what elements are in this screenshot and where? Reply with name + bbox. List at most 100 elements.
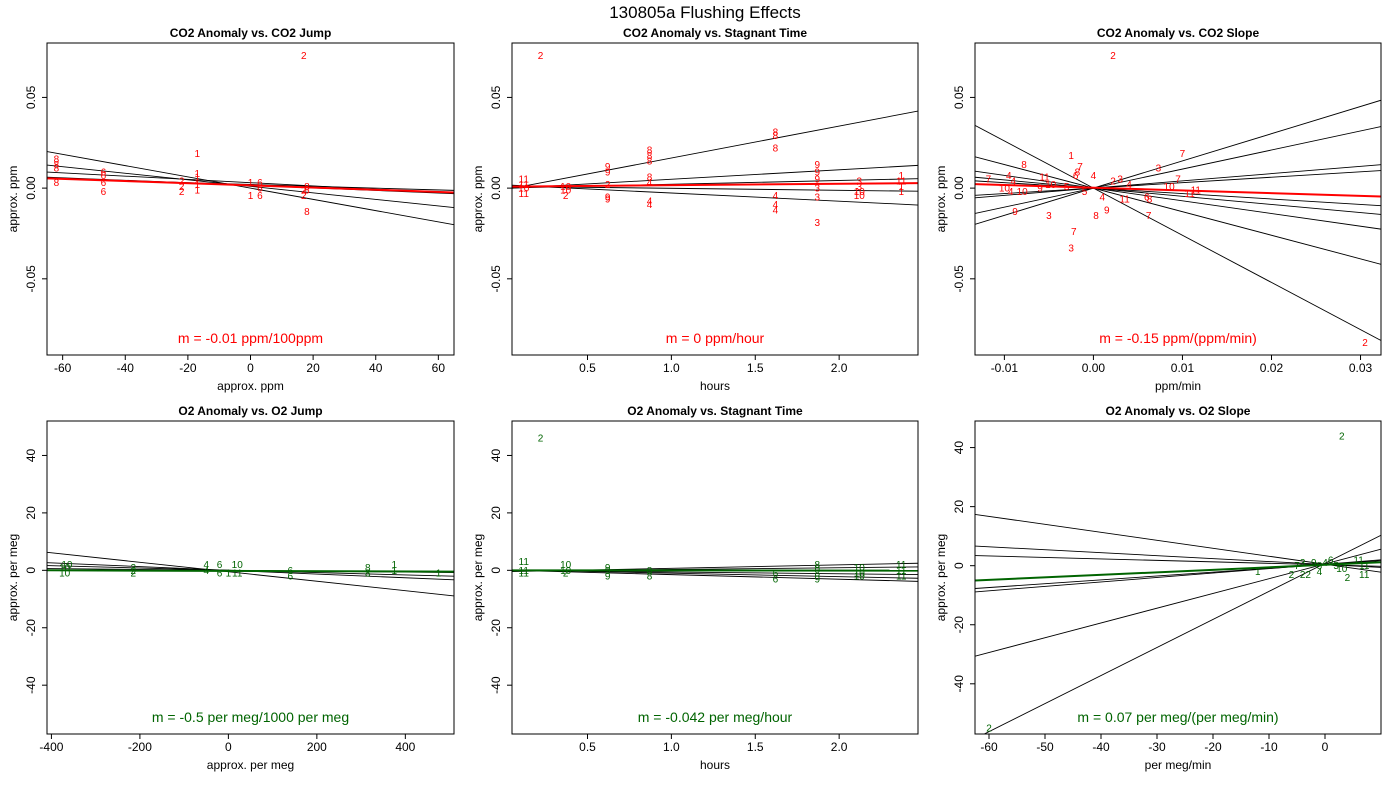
- y-tick-label: 0: [489, 567, 503, 574]
- y-tick-label: -0.05: [489, 265, 503, 293]
- plot-frame: [974, 42, 1382, 356]
- data-point-label: 2: [179, 187, 185, 198]
- fit-line: [975, 99, 1381, 225]
- fit-line: [975, 548, 1381, 657]
- data-point-label: 10: [854, 187, 866, 198]
- fit-line: [975, 126, 1381, 214]
- x-axis-label: ppm/min: [1155, 379, 1201, 393]
- x-axis-label: approx. ppm: [217, 379, 284, 393]
- data-point-label: 3: [1117, 175, 1123, 186]
- data-point-label: 7: [1071, 227, 1077, 238]
- data-point-label: 10: [518, 184, 530, 195]
- data-point-label: 8: [54, 178, 60, 189]
- data-point-label: 9: [1037, 184, 1043, 195]
- x-tick-label: 2.0: [831, 361, 848, 375]
- data-point-label: 7: [1146, 211, 1152, 222]
- data-point-label: 9: [605, 195, 611, 206]
- data-point-label: 1: [194, 185, 200, 196]
- main-fit-line: [975, 561, 1381, 582]
- x-axis-label: hours: [700, 758, 730, 772]
- slope-annotation: m = -0.042 per meg/hour: [638, 709, 793, 725]
- data-point-label: 6: [773, 574, 779, 585]
- data-point-label: 2: [1110, 176, 1116, 187]
- data-point-label: 8: [1147, 195, 1153, 206]
- x-tick-label: 0.00: [1082, 361, 1106, 375]
- data-point-label: 2: [563, 569, 569, 580]
- data-point-label: 11: [896, 560, 907, 571]
- data-point-label: 4: [203, 566, 209, 577]
- data-point-label: 3: [815, 184, 821, 195]
- data-point-label: 8: [304, 207, 310, 218]
- data-point-label: 6: [217, 569, 223, 580]
- data-point-label: 11: [519, 180, 530, 191]
- data-point-label: 6: [101, 171, 107, 182]
- x-tick-label: 0.01: [1171, 361, 1195, 375]
- data-point-label: 11: [1191, 185, 1202, 196]
- data-point-label: 8: [304, 185, 310, 196]
- data-point-label: 9: [815, 175, 821, 186]
- y-tick-label: 40: [24, 448, 38, 462]
- data-point-label: 8: [647, 151, 653, 162]
- data-point-label: 8: [54, 155, 60, 166]
- data-point-label: 10: [560, 566, 572, 577]
- data-point-label: 10: [854, 569, 866, 580]
- data-point-label: 2: [130, 563, 136, 574]
- data-point-label: 11: [1184, 189, 1195, 200]
- y-tick-label: -20: [24, 619, 38, 637]
- data-point-label: 4: [1322, 558, 1328, 569]
- data-point-label: 10: [854, 563, 866, 574]
- data-point-label: 5: [1333, 561, 1339, 572]
- data-point-label: 4: [1091, 171, 1097, 182]
- y-tick-label: 20: [489, 506, 503, 520]
- data-point-label: 10: [232, 560, 244, 571]
- data-point-label: 4: [647, 178, 653, 189]
- slope-annotation: m = -0.5 per meg/1000 per meg: [152, 709, 349, 725]
- data-point-label: 8: [647, 173, 653, 184]
- y-tick-label: 0.05: [24, 85, 38, 109]
- x-tick-label: -400: [39, 740, 63, 754]
- data-point-label: 8: [647, 146, 653, 157]
- data-point-label: 10: [999, 184, 1011, 195]
- x-tick-label: -60: [54, 361, 72, 375]
- data-point-label: 8: [1093, 211, 1099, 222]
- data-point-label: 9: [605, 193, 611, 204]
- y-tick-label: -20: [489, 619, 503, 637]
- data-point-label: 1: [1068, 151, 1074, 162]
- y-axis-label: approx. per meg: [934, 534, 948, 621]
- data-point-label: 6: [1073, 171, 1079, 182]
- fit-line: [47, 551, 454, 597]
- y-tick-label: 0.00: [24, 176, 38, 200]
- data-point-label: 1: [194, 149, 200, 160]
- data-point-label: 9: [605, 563, 611, 574]
- chart-panel-1: CO2 Anomaly vs. CO2 Jump2188886666111122…: [6, 26, 455, 393]
- data-point-label: 4: [1100, 193, 1106, 204]
- data-point-label: 9: [605, 162, 611, 173]
- data-point-label: 10: [560, 185, 572, 196]
- fit-line: [975, 170, 1381, 230]
- data-point-label: 7: [1180, 149, 1186, 160]
- data-point-label: 10: [1164, 182, 1176, 193]
- data-point-label: 2: [538, 434, 544, 445]
- data-point-label: 2: [1339, 431, 1345, 442]
- data-point-label: 1: [248, 178, 254, 189]
- chart-title: O2 Anomaly vs. O2 Slope: [1106, 404, 1251, 418]
- fit-line: [975, 156, 1381, 265]
- x-tick-label: -200: [128, 740, 152, 754]
- data-point-label: 10: [854, 191, 866, 202]
- chart-panel-6: O2 Anomaly vs. O2 Slope 221 272 23 9 844 65102…: [934, 404, 1382, 772]
- figure-title: 130805a Flushing Effects: [609, 3, 801, 22]
- fit-line: [983, 534, 1381, 734]
- y-tick-label: 20: [24, 506, 38, 520]
- x-tick-label: 1.5: [747, 740, 764, 754]
- data-point-label: 11: [896, 176, 907, 187]
- fit-line: [512, 569, 918, 582]
- y-tick-label: -20: [952, 616, 966, 634]
- chart-title: O2 Anomaly vs. Stagnant Time: [627, 404, 803, 418]
- data-point-label: 6: [257, 191, 263, 202]
- x-tick-label: -0.01: [991, 361, 1019, 375]
